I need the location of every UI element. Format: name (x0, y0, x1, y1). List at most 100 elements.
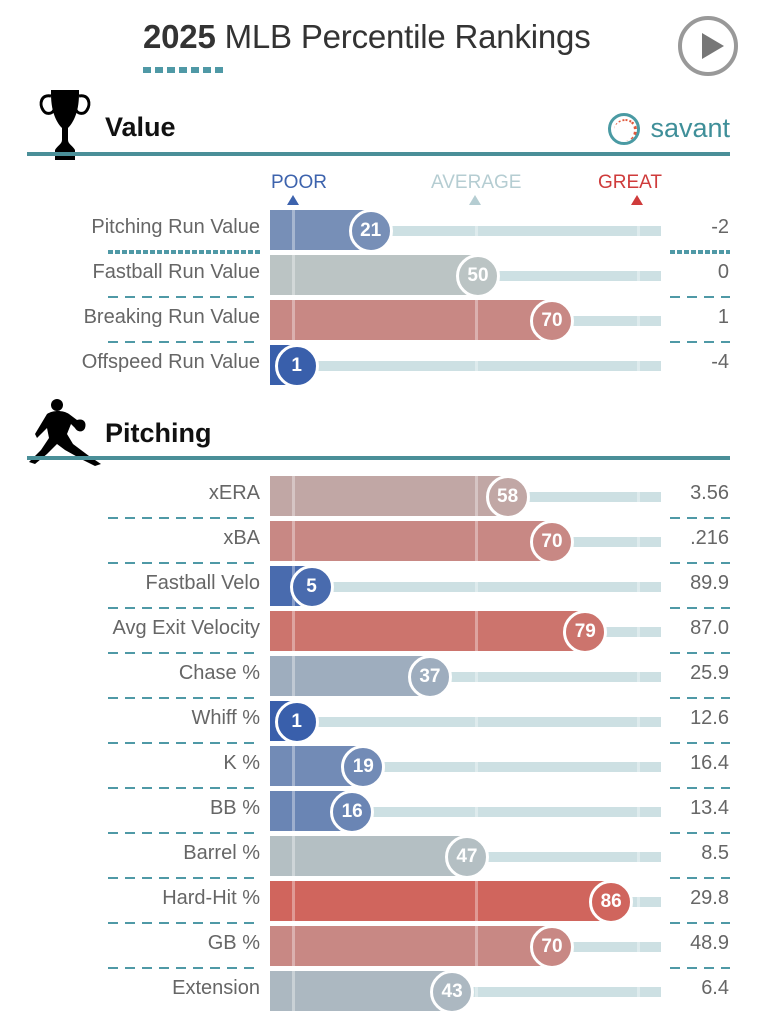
percentile-badge[interactable]: 70 (530, 520, 574, 564)
metric-label: K % (223, 752, 260, 774)
metric-value: 6.4 (701, 977, 729, 999)
metric-row: 43 Extension 6.4 (0, 970, 757, 1014)
percentile-badge[interactable]: 70 (530, 925, 574, 969)
percentile-badge[interactable]: 21 (348, 209, 393, 253)
metric-row: 70 xBA .216 (0, 520, 757, 564)
savant-logo[interactable]: savant (650, 113, 730, 143)
title-year: 2025 (143, 18, 216, 55)
row-divider (670, 832, 730, 834)
bar-tick (292, 656, 295, 696)
track-tick (475, 762, 478, 772)
legend-average: AVERAGE (431, 172, 522, 193)
percentile-badge[interactable]: 58 (485, 475, 530, 519)
metric-value: 48.9 (690, 932, 729, 954)
title-underline (143, 67, 223, 73)
trophy-icon (39, 90, 91, 160)
track-tick (637, 852, 640, 862)
percentile-track (270, 807, 661, 817)
percentile-badge[interactable]: 1 (274, 700, 319, 744)
track-tick (637, 582, 640, 592)
track-tick (475, 226, 478, 236)
track-tick (637, 316, 640, 326)
percentile-badge[interactable]: 37 (407, 655, 452, 699)
track-tick (475, 582, 478, 592)
track-tick (637, 271, 640, 281)
percentile-badge[interactable]: 19 (341, 745, 386, 789)
metric-value: 1 (717, 306, 729, 328)
row-divider (670, 296, 730, 298)
percentile-badge[interactable]: 47 (444, 835, 489, 879)
percentile-bar (270, 255, 475, 295)
metric-label: Pitching Run Value (91, 216, 260, 238)
metric-value: 16.4 (690, 752, 729, 774)
bar-tick (292, 210, 295, 250)
track-tick (637, 537, 640, 547)
percentile-bar (270, 971, 450, 1011)
bar-tick (292, 255, 295, 295)
value-section-title: Value (105, 112, 176, 142)
metric-label: Chase % (178, 662, 260, 684)
percentile-badge[interactable]: 43 (430, 970, 475, 1014)
row-divider (670, 562, 730, 564)
value-section-divider (27, 152, 730, 156)
baseball-icon (608, 113, 640, 145)
bar-tick (292, 881, 295, 921)
bar-tick (475, 300, 478, 340)
bar-tick (475, 476, 478, 516)
metric-value: 29.8 (690, 887, 729, 909)
percentile-badge[interactable]: 79 (563, 610, 608, 654)
metric-label: Whiff % (191, 707, 260, 729)
track-tick (637, 762, 640, 772)
metric-value: 87.0 (690, 617, 729, 639)
bar-tick (292, 836, 295, 876)
track-tick (637, 492, 640, 502)
metric-row: 58 xERA 3.56 (0, 475, 757, 519)
metric-row: 16 BB % 13.4 (0, 790, 757, 834)
percentile-track (270, 582, 661, 592)
bar-tick (475, 611, 478, 651)
row-divider (108, 967, 260, 969)
metric-row: 19 K % 16.4 (0, 745, 757, 789)
percentile-track (270, 361, 661, 371)
bar-tick (292, 476, 295, 516)
row-divider (108, 517, 260, 519)
percentile-bar (270, 926, 549, 966)
bar-tick (292, 926, 295, 966)
percentile-bar (270, 611, 583, 651)
percentile-badge[interactable]: 1 (274, 344, 319, 388)
pitching-section-title: Pitching (105, 418, 212, 448)
percentile-badge[interactable]: 5 (289, 565, 334, 609)
row-divider (670, 877, 730, 879)
pitching-section-divider (27, 456, 730, 460)
value-section-header: Value savant (27, 88, 730, 160)
bar-tick (292, 611, 295, 651)
percentile-badge[interactable]: 86 (589, 880, 634, 924)
metric-row: 79 Avg Exit Velocity 87.0 (0, 610, 757, 654)
percentile-bar (270, 476, 505, 516)
play-icon[interactable] (678, 16, 738, 76)
metric-row: 70 GB % 48.9 (0, 925, 757, 969)
row-divider (108, 787, 260, 789)
metric-label: Offspeed Run Value (81, 351, 260, 373)
pitching-section-header: Pitching (27, 396, 730, 468)
row-divider (670, 517, 730, 519)
track-tick (637, 717, 640, 727)
row-divider (108, 250, 260, 254)
percentile-badge[interactable]: 70 (530, 299, 574, 343)
track-tick (475, 672, 478, 682)
row-divider (108, 296, 260, 298)
percentile-bar (270, 656, 427, 696)
track-tick (637, 361, 640, 371)
row-divider (670, 697, 730, 699)
row-divider (670, 652, 730, 654)
percentile-badge[interactable]: 16 (330, 790, 375, 834)
row-divider (670, 250, 730, 254)
metric-row: 21 Pitching Run Value -2 (0, 209, 757, 253)
metric-row: 70 Breaking Run Value 1 (0, 299, 757, 343)
metric-label: Barrel % (183, 842, 260, 864)
percentile-badge[interactable]: 50 (456, 254, 500, 298)
percentile-bar (270, 836, 464, 876)
row-divider (108, 742, 260, 744)
row-divider (670, 787, 730, 789)
metric-label: Hard-Hit % (162, 887, 260, 909)
